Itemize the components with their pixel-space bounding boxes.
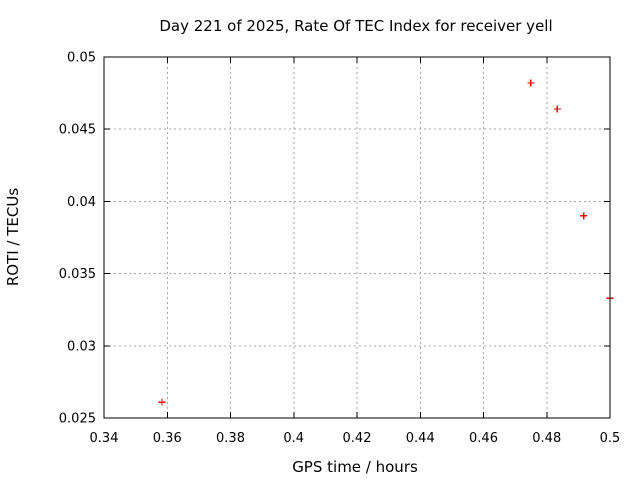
x-tick-label: 0.4 [283, 431, 304, 446]
x-tick-label: 0.38 [216, 431, 245, 446]
y-tick-label: 0.04 [67, 195, 96, 210]
y-tick-label: 0.025 [59, 412, 96, 427]
x-tick-label: 0.34 [90, 431, 119, 446]
data-point-marker [553, 105, 561, 113]
x-axis-title: GPS time / hours [292, 458, 418, 476]
x-tick-label: 0.42 [343, 431, 372, 446]
x-tick-label: 0.48 [532, 431, 561, 446]
x-tick-label: 0.44 [406, 431, 435, 446]
chart-title: Day 221 of 2025, Rate Of TEC Index for r… [159, 17, 552, 35]
y-tick-label: 0.05 [67, 51, 96, 66]
data-point-marker [158, 398, 166, 406]
y-tick-label: 0.045 [59, 123, 96, 138]
y-tick-label: 0.03 [67, 339, 96, 354]
x-tick-label: 0.36 [153, 431, 182, 446]
plot-area: 0.34 0.36 0.38 0.4 0.42 0.44 0.46 0.48 0.5 0.025 0… [59, 51, 621, 447]
data-point-marker [580, 212, 588, 220]
x-tick-label: 0.5 [600, 431, 621, 446]
y-axis-title: ROTI / TECUs [4, 188, 22, 286]
y-tick-label: 0.035 [59, 267, 96, 282]
x-tick-label: 0.46 [469, 431, 498, 446]
data-point-marker [527, 79, 535, 87]
